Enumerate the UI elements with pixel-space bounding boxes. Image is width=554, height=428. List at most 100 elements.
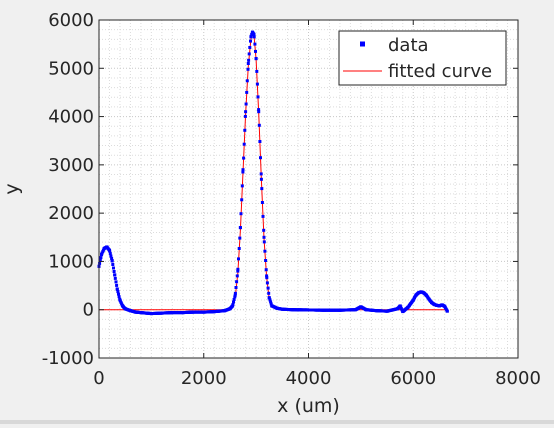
data-point: [232, 298, 236, 301]
data-point: [270, 304, 274, 308]
data-point: [117, 292, 120, 296]
data-point: [236, 269, 240, 273]
data-point: [257, 108, 261, 112]
data-point: [267, 291, 271, 295]
data-point: [115, 283, 119, 287]
data-point: [251, 30, 254, 34]
data-point: [233, 295, 237, 299]
data-point: [98, 259, 102, 262]
data-point: [121, 304, 125, 308]
data-point: [108, 252, 112, 256]
data-point: [99, 256, 103, 260]
data-point: [396, 307, 399, 311]
legend-data-label: data: [388, 35, 429, 56]
x-tick-label: 6000: [390, 368, 436, 389]
data-point: [228, 307, 232, 311]
data-point: [113, 276, 117, 280]
x-tick-label: 0: [93, 368, 104, 389]
data-point: [422, 291, 426, 295]
data-point: [110, 256, 114, 260]
data-point: [247, 58, 251, 62]
data-point: [411, 298, 415, 302]
data-point: [105, 245, 109, 249]
data-point: [170, 311, 174, 315]
y-tick-label: 2000: [48, 203, 94, 224]
data-point: [264, 268, 268, 272]
x-tick-label: 2000: [181, 368, 227, 389]
data-point: [265, 274, 269, 278]
data-point: [247, 52, 251, 56]
data-point: [114, 280, 118, 284]
data-point: [116, 290, 120, 294]
y-tick-label: 4000: [48, 107, 94, 128]
data-point: [242, 156, 246, 160]
data-point: [237, 247, 241, 250]
data-point: [259, 177, 263, 181]
data-point: [231, 304, 235, 308]
data-point: [239, 212, 243, 216]
data-point: [417, 291, 420, 295]
data-point: [259, 156, 262, 160]
data-point: [102, 246, 106, 250]
data-point: [260, 187, 264, 191]
x-axis-label: x (um): [277, 395, 340, 417]
data-point: [440, 303, 444, 307]
x-tick-label: 8000: [495, 368, 541, 389]
data-point: [258, 140, 262, 143]
data-point: [280, 307, 284, 311]
data-point: [414, 293, 418, 297]
data-point: [266, 286, 270, 290]
data-point: [181, 311, 185, 315]
data-point: [237, 257, 240, 261]
data-point: [128, 309, 132, 313]
data-point: [111, 263, 115, 266]
data-point: [432, 302, 436, 306]
data-point: [419, 290, 423, 294]
data-point: [235, 274, 239, 278]
data-point: [322, 308, 326, 312]
ticks: 0 2000 4000 6000 8000-1000010002000300040005…: [42, 10, 541, 389]
data-point: [108, 248, 111, 252]
data-point: [261, 214, 265, 218]
grid: [98, 19, 519, 359]
y-tick-label: 0: [83, 300, 94, 321]
data-point: [255, 82, 259, 86]
data-point: [260, 201, 264, 204]
data-point: [212, 310, 216, 314]
data-point: [118, 298, 122, 302]
data-point: [398, 304, 402, 308]
data-point: [263, 249, 267, 253]
data-point: [269, 302, 273, 306]
y-tick-label: 5000: [48, 58, 94, 79]
data-point: [359, 305, 363, 309]
data-point: [252, 35, 256, 39]
data-point: [256, 95, 260, 99]
data-point: [223, 309, 227, 313]
data-point: [249, 39, 252, 43]
legend-fit-label: fitted curve: [388, 61, 492, 82]
data-point: [262, 228, 266, 232]
data-point: [241, 170, 245, 174]
data-point: [437, 304, 441, 308]
data-point: [427, 297, 431, 301]
data-point: [255, 69, 259, 73]
legend: data fitted curve: [338, 30, 507, 86]
data-point: [236, 267, 240, 271]
data-point: [191, 310, 195, 314]
data-point: [275, 306, 279, 310]
data-point: [246, 62, 250, 65]
data-point: [112, 266, 115, 270]
y-axis-label: y: [1, 183, 23, 194]
data-point: [123, 307, 127, 311]
data-point: [262, 235, 266, 239]
data-point: [244, 110, 248, 114]
data-point: [238, 236, 242, 240]
data-point: [338, 308, 342, 312]
data-point: [134, 310, 138, 314]
data-point: [267, 296, 271, 300]
data-point: [254, 57, 258, 61]
data-point: [234, 286, 238, 289]
data-point: [265, 276, 269, 280]
